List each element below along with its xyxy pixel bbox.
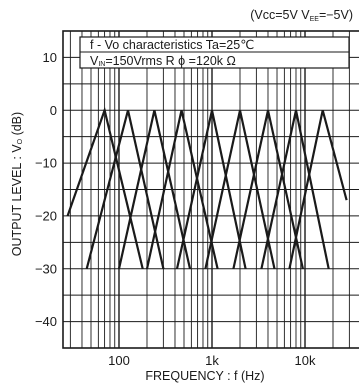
y-tick-label: −20 xyxy=(35,208,57,223)
y-tick-label: −30 xyxy=(35,261,57,276)
series-line-2 xyxy=(85,110,165,270)
series-line-4 xyxy=(145,110,219,270)
legend-conditions: VIN=150Vrms R ϕ =120k Ω xyxy=(90,54,236,68)
conditions-note: (Vcc=5V VEE=−5V) xyxy=(250,8,353,23)
x-tick-label: 100 xyxy=(108,353,130,368)
plot-frame xyxy=(62,30,359,349)
grid xyxy=(63,31,359,348)
y-tick-label: −40 xyxy=(35,314,57,329)
x-axis-label: FREQUENCY : f (Hz) xyxy=(145,369,264,383)
series-line-7 xyxy=(232,110,304,270)
response-curves xyxy=(66,106,348,270)
series-line-3 xyxy=(117,110,192,270)
y-tick-label: −10 xyxy=(35,156,57,171)
x-tick-label: 10k xyxy=(295,353,316,368)
y-axis-label: OUTPUT LEVEL : VO (dB) xyxy=(10,112,24,256)
series-line-6 xyxy=(204,110,276,270)
legend-title: f - Vo characteristics Ta=25℃ xyxy=(90,38,254,52)
series-line-8 xyxy=(260,110,330,270)
x-tick-label: 1k xyxy=(205,353,219,368)
y-tick-label: 0 xyxy=(50,103,57,118)
series-line-9 xyxy=(288,110,348,270)
y-tick-label: 10 xyxy=(43,50,57,65)
series-line-5 xyxy=(175,110,247,270)
